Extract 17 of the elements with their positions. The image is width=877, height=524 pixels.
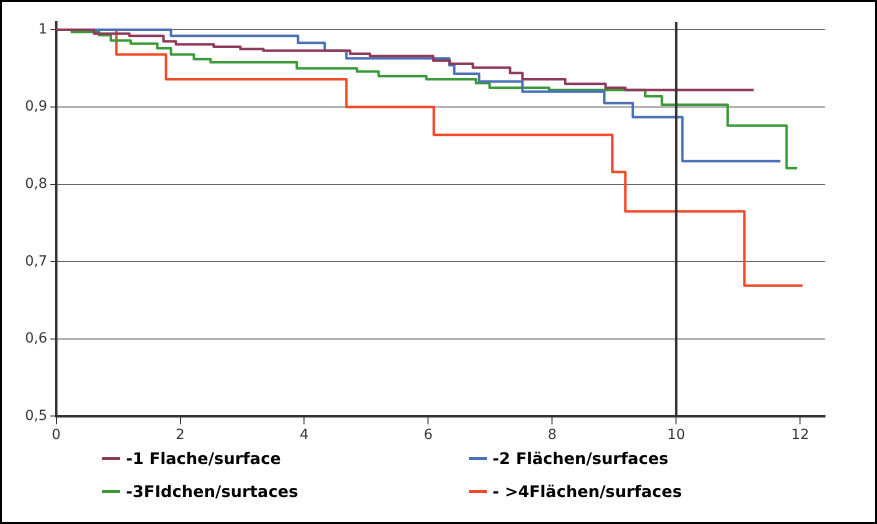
legend-label: -2 Flächen/surfaces: [492, 449, 668, 468]
x-tick-label: 12: [791, 427, 810, 444]
y-tick-label: 0,8: [25, 176, 48, 192]
legend-label: -3FIdchen/surtaces: [126, 482, 298, 501]
y-tick-label: 0,6: [25, 330, 48, 347]
y-tick-label: 0,9: [25, 98, 48, 115]
legend-label: - >4Flächen/surfaces: [492, 482, 682, 501]
y-tick-label: 0,7: [25, 253, 48, 270]
x-tick-label: 6: [424, 427, 433, 444]
x-tick-label: 4: [300, 427, 309, 444]
x-tick-label: 2: [176, 427, 185, 444]
y-tick-label: 0,5: [25, 408, 48, 424]
x-tick-label: 10: [667, 427, 686, 444]
x-tick-label: 0: [52, 427, 61, 444]
y-tick-label: 1: [38, 21, 48, 38]
x-tick-label: 8: [548, 427, 557, 444]
legend-label: -1 Flache/surface: [126, 449, 282, 468]
